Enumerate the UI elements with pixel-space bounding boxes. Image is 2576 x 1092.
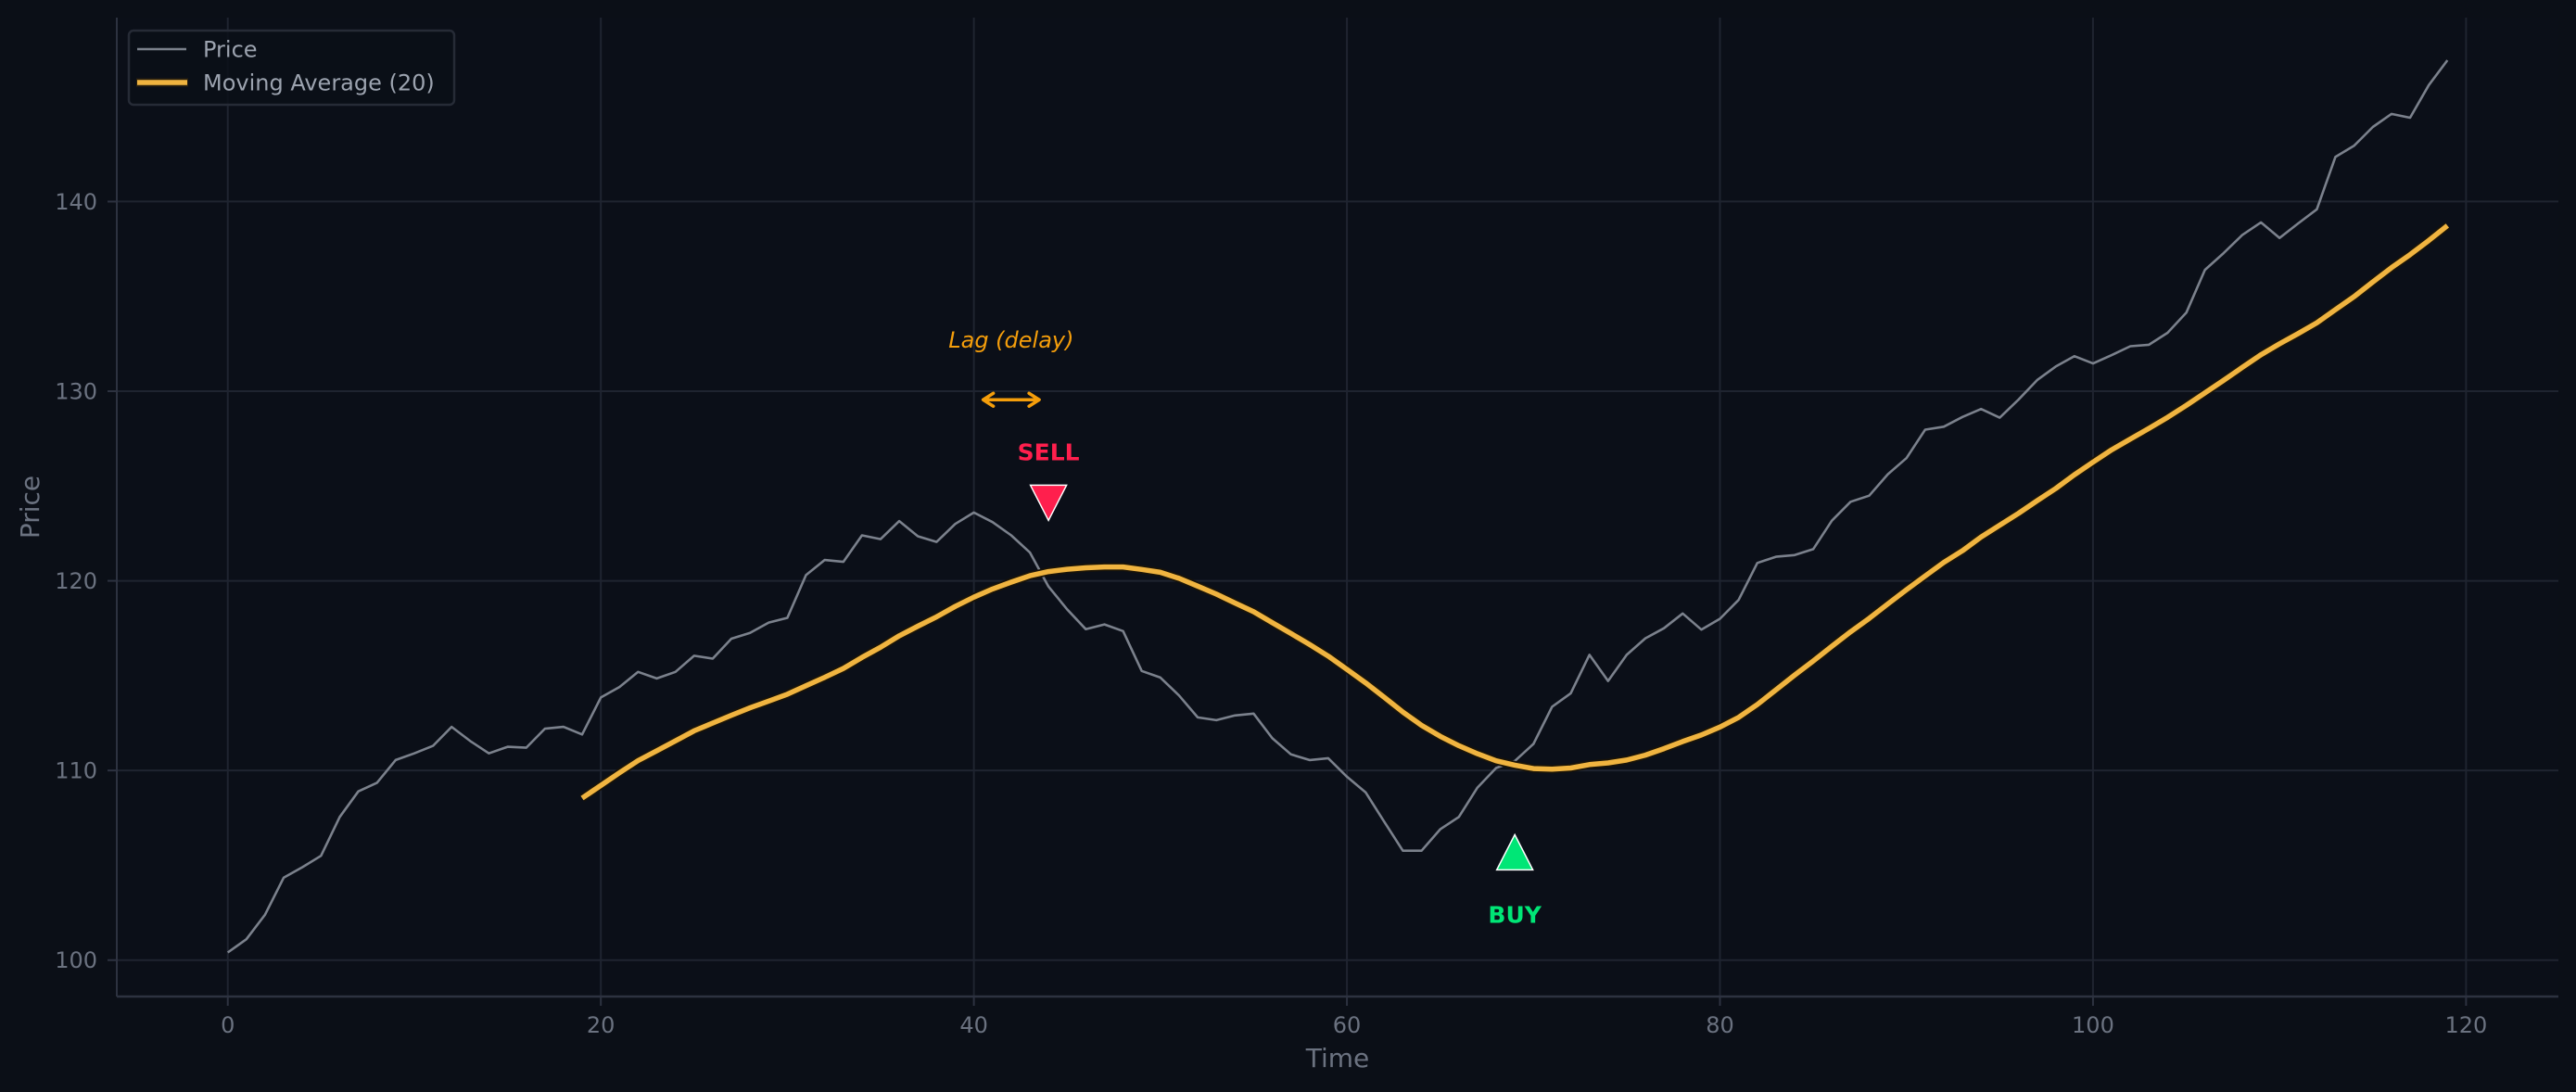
x-tick-label: 100 xyxy=(2072,1012,2114,1038)
price-line xyxy=(226,59,2449,954)
sell-signal-triangle-down-icon xyxy=(1029,484,1068,523)
y-tick-label: 140 xyxy=(55,189,97,215)
arrow-head-left xyxy=(981,391,996,408)
x-tick-label: 60 xyxy=(1333,1012,1362,1038)
legend-item-moving-average[interactable]: Moving Average (20) xyxy=(203,70,435,96)
x-axis-ticks: 0 20 40 60 80 100 120 xyxy=(221,997,2487,1038)
sell-signal-label: SELL xyxy=(1018,438,1080,465)
grid-lines xyxy=(117,18,2558,997)
y-axis-label: Price xyxy=(15,476,45,539)
buy-signal-triangle-up-icon xyxy=(1495,832,1534,871)
x-axis-label: Time xyxy=(1305,1043,1370,1073)
lag-double-arrow-icon xyxy=(981,391,1041,408)
legend-box xyxy=(127,29,456,107)
lag-annotation-label: Lag (delay) xyxy=(948,327,1073,353)
x-tick-label: 40 xyxy=(959,1012,988,1038)
legend-item-price[interactable]: Price xyxy=(203,37,258,63)
legend[interactable]: Price Moving Average (20) xyxy=(127,29,456,107)
y-tick-label: 130 xyxy=(55,379,97,405)
x-tick-label: 0 xyxy=(221,1012,235,1038)
y-tick-label: 120 xyxy=(55,568,97,594)
arrow-head-right xyxy=(1027,391,1041,408)
annotations: Lag (delay) SELL BUY xyxy=(948,327,1542,929)
moving-average-line xyxy=(580,223,2450,801)
buy-signal-label: BUY xyxy=(1488,902,1542,929)
axes-spines xyxy=(116,18,2558,998)
y-tick-label: 110 xyxy=(55,758,97,784)
x-tick-label: 80 xyxy=(1706,1012,1734,1038)
plot-area xyxy=(117,18,2558,997)
y-axis-ticks: 100 110 120 130 140 xyxy=(55,189,117,973)
x-tick-label: 20 xyxy=(587,1012,615,1038)
x-tick-label: 120 xyxy=(2444,1012,2487,1038)
y-tick-label: 100 xyxy=(55,947,97,973)
series-lines xyxy=(226,59,2451,954)
